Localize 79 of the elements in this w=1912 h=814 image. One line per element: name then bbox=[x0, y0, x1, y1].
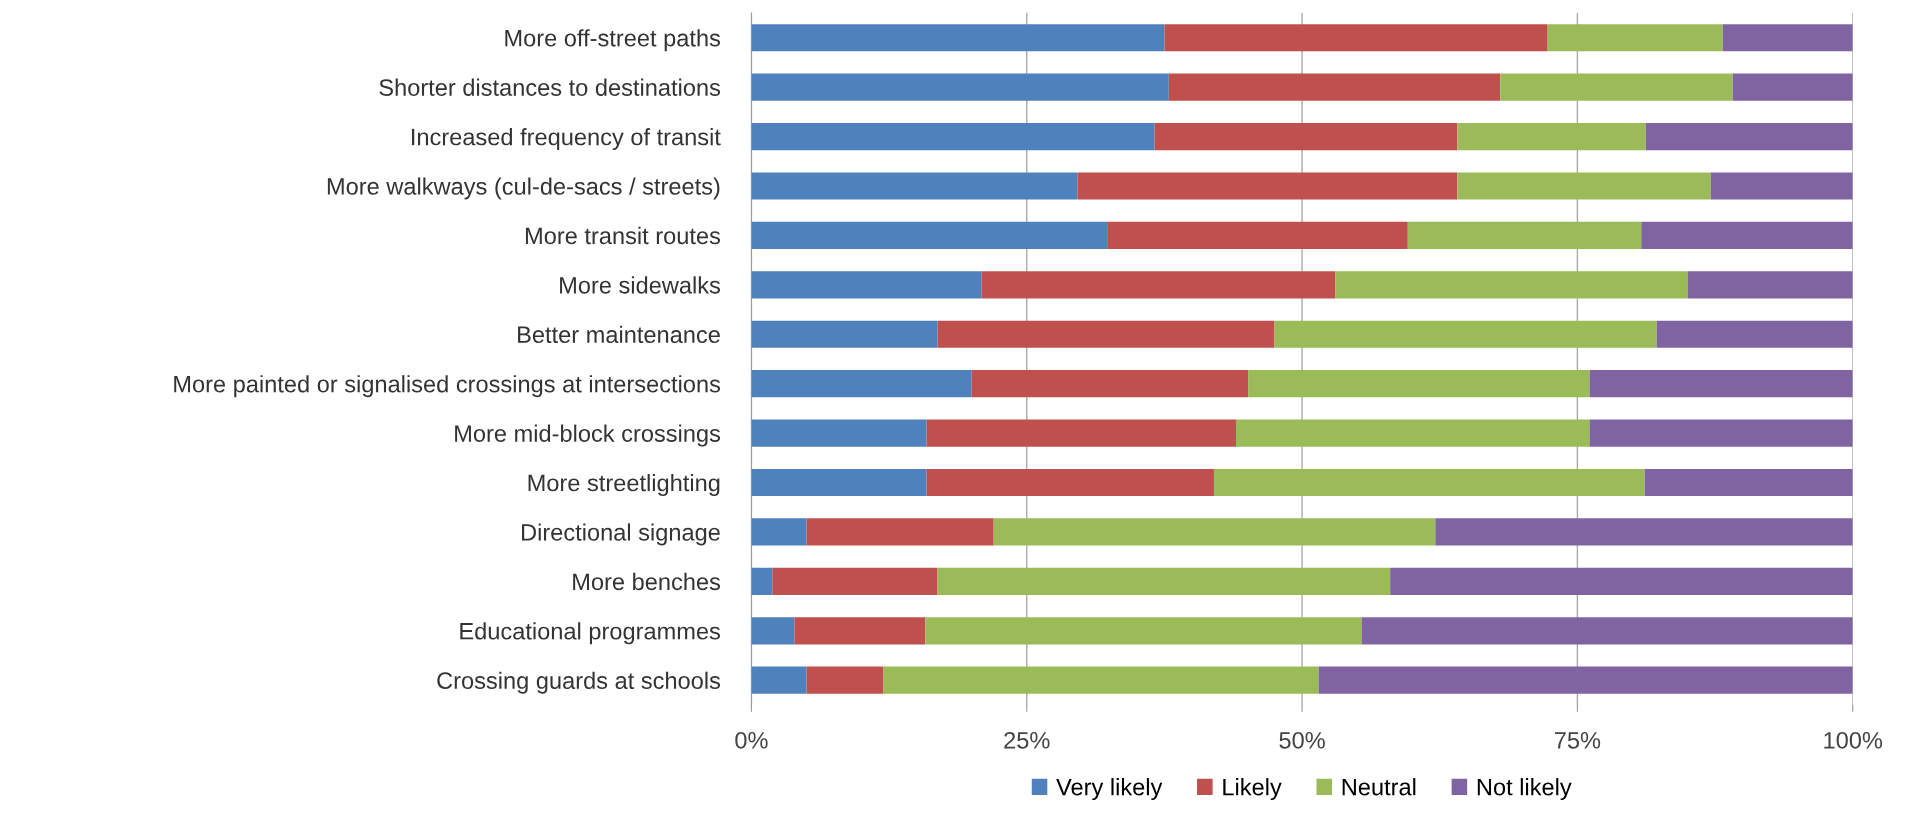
bar bbox=[1500, 73, 1733, 101]
bar bbox=[1077, 172, 1458, 200]
bar bbox=[1407, 221, 1642, 250]
y-tick-label: More streetlighting bbox=[528, 473, 720, 496]
x-tick-label: 50% bbox=[1279, 731, 1325, 749]
x-tick-label: 75% bbox=[1554, 732, 1601, 749]
y-tick-label: More mid-block crossings bbox=[455, 424, 721, 447]
bar bbox=[937, 567, 1391, 595]
bar bbox=[1589, 370, 1853, 398]
bar bbox=[1435, 518, 1853, 546]
bar bbox=[1213, 468, 1645, 497]
bar bbox=[751, 567, 773, 595]
x-tick-label: 100% bbox=[1824, 731, 1883, 749]
bar bbox=[1644, 468, 1853, 497]
bar bbox=[1235, 419, 1590, 447]
bar bbox=[806, 666, 884, 694]
bar bbox=[925, 617, 1362, 645]
bar bbox=[1390, 567, 1853, 595]
bar bbox=[1722, 24, 1853, 52]
bar bbox=[993, 518, 1436, 546]
bar bbox=[1645, 122, 1853, 151]
legend-label: Neutral bbox=[1342, 778, 1416, 796]
bar bbox=[1457, 122, 1646, 151]
bar bbox=[751, 172, 1078, 200]
bar bbox=[1589, 419, 1853, 447]
bar bbox=[1168, 73, 1501, 101]
y-tick-label: Directional signage bbox=[522, 523, 720, 546]
bar bbox=[1248, 370, 1590, 398]
bar bbox=[1107, 221, 1408, 250]
y-tick-label: Educational programmes bbox=[460, 622, 721, 645]
bar bbox=[751, 518, 807, 546]
bar bbox=[1361, 617, 1853, 645]
x-tick-label: 0% bbox=[735, 731, 768, 749]
y-tick-label: More transit routes bbox=[525, 226, 721, 245]
bar bbox=[751, 122, 1155, 151]
bar bbox=[971, 370, 1249, 398]
bar bbox=[981, 271, 1336, 299]
legend-label: Not likely bbox=[1477, 778, 1572, 801]
bar bbox=[1457, 172, 1711, 200]
bar bbox=[883, 666, 1319, 694]
bar bbox=[1164, 24, 1548, 52]
bar bbox=[751, 617, 795, 645]
bar bbox=[926, 419, 1236, 447]
y-tick-label: More painted or signalised crossings at intersections bbox=[174, 375, 721, 398]
bar bbox=[751, 73, 1169, 101]
legend-label: Very likely bbox=[1056, 778, 1163, 801]
y-tick-label: Increased frequency of transit bbox=[412, 128, 721, 151]
bar bbox=[1641, 221, 1853, 250]
bar bbox=[1335, 271, 1688, 299]
bar bbox=[1274, 320, 1657, 348]
bar bbox=[1687, 271, 1853, 299]
bar bbox=[806, 518, 994, 546]
bar bbox=[937, 320, 1275, 348]
y-tick-label: Crossing guards at schools bbox=[437, 671, 721, 694]
bar bbox=[772, 567, 938, 595]
bar bbox=[1732, 73, 1853, 101]
bar bbox=[751, 271, 982, 299]
y-tick-label: Shorter distances to destinations bbox=[379, 78, 721, 96]
y-tick-label: More off-street paths bbox=[505, 29, 721, 52]
bar bbox=[1656, 320, 1853, 348]
bar bbox=[751, 468, 927, 497]
legend-label: Likely bbox=[1223, 778, 1282, 801]
y-tick-label: Better maintenance bbox=[518, 325, 720, 344]
bar bbox=[1547, 24, 1723, 52]
bar bbox=[1318, 666, 1853, 694]
y-tick-label: More walkways (cul-de-sacs / streets) bbox=[327, 177, 720, 200]
bar bbox=[1710, 172, 1853, 200]
x-tick-label: 25% bbox=[1004, 731, 1050, 749]
bar bbox=[751, 419, 927, 447]
bar bbox=[751, 370, 972, 398]
bar bbox=[1154, 122, 1458, 151]
bar bbox=[751, 221, 1108, 250]
y-tick-label: More sidewalks bbox=[560, 276, 721, 294]
y-tick-label: More benches bbox=[573, 572, 721, 591]
bar bbox=[751, 320, 938, 348]
bar bbox=[926, 468, 1214, 497]
bar bbox=[751, 24, 1165, 52]
bar bbox=[751, 666, 807, 694]
bar bbox=[794, 617, 926, 645]
